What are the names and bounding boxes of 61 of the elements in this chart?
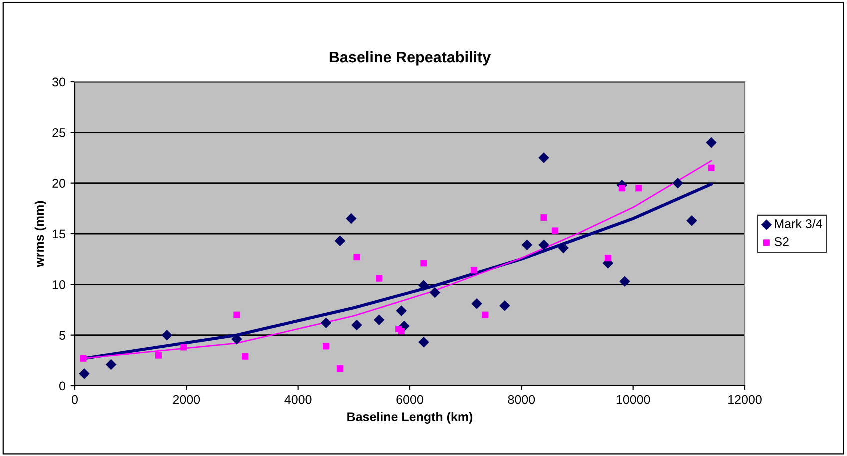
y-tick-label: 30: [52, 78, 66, 87]
point: [80, 355, 87, 362]
y-tick-label: 25: [52, 128, 66, 138]
point: [322, 343, 330, 350]
x-tick-label: 8000: [508, 395, 536, 404]
point: [470, 267, 478, 274]
point: [162, 330, 173, 341]
y-tick-label: 10: [53, 280, 66, 290]
point: [420, 260, 428, 267]
x-tick-label: 2000: [173, 395, 200, 404]
point: [374, 314, 385, 326]
point: [482, 312, 489, 318]
point: [398, 328, 405, 335]
y-tick-label: 5: [60, 331, 66, 340]
point: [604, 255, 612, 262]
point: [232, 334, 242, 345]
point: [538, 152, 550, 164]
point: [620, 276, 630, 288]
point: [472, 298, 482, 310]
point: [336, 366, 344, 372]
point: [418, 280, 430, 292]
point: [618, 185, 626, 192]
point: [234, 312, 240, 318]
point: [708, 164, 715, 172]
legend-label: S2: [774, 237, 789, 246]
point: [672, 178, 684, 189]
x-tick-label: 4000: [284, 395, 312, 404]
point: [376, 275, 383, 282]
point: [706, 137, 717, 148]
chart-title: Baseline Repeatability: [330, 51, 492, 66]
point: [558, 242, 569, 254]
legend-label: Mark 3/4: [775, 219, 822, 228]
point: [352, 320, 362, 331]
point: [418, 337, 430, 348]
point: [500, 300, 510, 312]
point: [430, 287, 441, 298]
point: [79, 368, 90, 380]
x-tick-label: 0: [72, 395, 78, 404]
point: [320, 318, 332, 329]
x-axis-title: Baseline Length (km): [348, 412, 473, 424]
point: [106, 359, 117, 370]
point: [354, 254, 360, 261]
y-tick-label: 15: [53, 230, 66, 239]
point: [396, 306, 408, 316]
y-tick-label: 0: [60, 382, 66, 391]
point: [242, 353, 249, 360]
point: [540, 214, 548, 222]
point: [334, 236, 346, 246]
y-axis-title: wrms (mm): [34, 201, 47, 268]
point: [346, 213, 357, 224]
point: [538, 240, 550, 251]
point: [552, 228, 558, 234]
point: [636, 185, 642, 192]
point: [155, 352, 162, 359]
x-tick-label: 10000: [616, 395, 650, 404]
point: [522, 240, 533, 251]
x-tick-label: 6000: [396, 395, 424, 404]
point: [180, 344, 188, 351]
y-tick-label: 20: [52, 179, 66, 188]
x-tick-label: 12000: [728, 395, 762, 404]
point: [686, 215, 698, 226]
